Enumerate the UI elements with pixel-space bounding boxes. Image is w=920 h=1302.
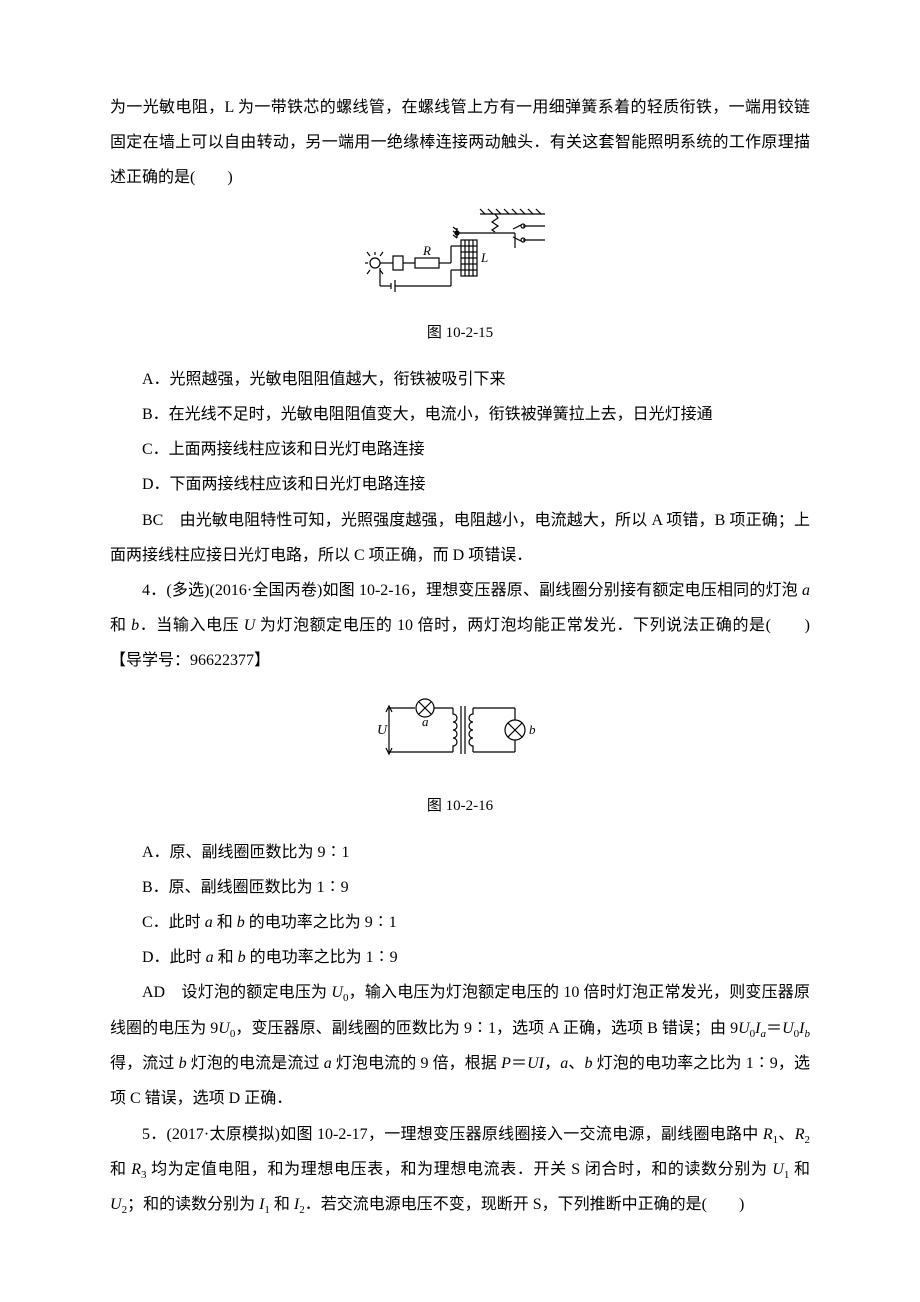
q4-D-b: b <box>238 949 246 966</box>
q4-U0-4: U <box>782 1020 794 1037</box>
q5-c: 和 <box>110 1161 131 1178</box>
fig2-caption: 图 10-2-16 <box>110 790 810 823</box>
q4-U0-3: U <box>738 1020 750 1037</box>
q4-ans-3: ，变压器原、副线圈的匝数比为 9∶1，选项 A 正确，选项 B 错误；由 9 <box>235 1020 738 1037</box>
q4-ans-7: 灯泡电流的 9 倍，根据 <box>332 1055 501 1072</box>
fig1-L-label: L <box>480 250 488 265</box>
fig2-U-label: U <box>377 723 388 738</box>
q4-b: b <box>131 617 139 634</box>
figure-10-2-16: U a b 图 10-2-16 <box>110 690 810 822</box>
q4-ans-6: 灯泡的电流是流过 <box>187 1055 324 1072</box>
q5-g: 和 <box>270 1196 294 1213</box>
q5-h: ．若交流电源电压不变，现断开 S，下列推断中正确的是( ) <box>305 1196 745 1213</box>
q3-choice-D: D．下面两接线柱应该和日光灯电路连接 <box>110 467 810 502</box>
q4-choice-C: C．此时 a 和 b 的电功率之比为 9∶1 <box>110 905 810 940</box>
q5-b: 、 <box>778 1126 795 1143</box>
q4-U0-2: U <box>218 1020 230 1037</box>
q5-stem: 5．(2017·太原模拟)如图 10-2-17，一理想变压器原线圈接入一交流电源… <box>110 1117 810 1223</box>
q4-choice-D: D．此时 a 和 b 的电功率之比为 1∶9 <box>110 940 810 975</box>
q5-U2: U <box>110 1196 122 1213</box>
q4-ans-b2: b <box>585 1055 593 1072</box>
q4-U0-1: U <box>331 984 343 1001</box>
fig1-caption: 图 10-2-15 <box>110 317 810 350</box>
q4-C-pre: C．此时 <box>142 914 205 931</box>
fig2-a-label: a <box>422 714 429 729</box>
q4-choice-B: B．原、副线圈匝数比为 1∶9 <box>110 870 810 905</box>
q4-ans-b1: b <box>179 1055 187 1072</box>
q5-U1: U <box>772 1161 784 1178</box>
q4-stem-text1: 4．(多选)(2016·全国丙卷)如图 10-2-16，理想变压器原、副线圈分别… <box>142 582 802 599</box>
q4-stem: 4．(多选)(2016·全国丙卷)如图 10-2-16，理想变压器原、副线圈分别… <box>110 573 810 679</box>
q5-e: 和 <box>789 1161 810 1178</box>
q4-stem-text3: ．当输入电压 <box>139 617 244 634</box>
q4-ans-12: 、 <box>568 1055 584 1072</box>
q4-answer: AD 设灯泡的额定电压为 U0，输入电压为灯泡额定电压的 10 倍时灯泡正常发光… <box>110 975 810 1116</box>
q4-ans-UI: UI <box>527 1055 544 1072</box>
q5-R2-sub: 2 <box>804 1134 810 1146</box>
q4-D-post: 的电功率之比为 1∶9 <box>246 949 398 966</box>
q4-ans-1: AD 设灯泡的额定电压为 <box>142 984 331 1001</box>
q4-D-a: a <box>206 949 214 966</box>
q4-ans-a1: a <box>324 1055 332 1072</box>
q4-choice-A: A．原、副线圈匝数比为 9∶1 <box>110 835 810 870</box>
q4-U: U <box>244 617 256 634</box>
q3-answer: BC 由光敏电阻特性可知，光照强度越强，电阻越小，电流越大，所以 A 项错，B … <box>110 503 810 573</box>
intro-paragraph: 为一光敏电阻，L 为一带铁芯的螺线管，在螺线管上方有一用细弹簧系着的轻质衔铁，一… <box>110 90 810 196</box>
q5-R3: R <box>131 1161 141 1178</box>
q4-C-b: b <box>237 914 245 931</box>
q5-d: 均为定值电阻，和为理想电压表，和为理想电流表．开关 S 闭合时，和的读数分别为 <box>147 1161 773 1178</box>
fig2-b-label: b <box>529 722 536 737</box>
q4-ans-9: ＝ <box>511 1055 527 1072</box>
q3-choice-C: C．上面两接线柱应该和日光灯电路连接 <box>110 432 810 467</box>
q4-ans-5: 得，流过 <box>110 1055 179 1072</box>
q4-stem-text2: 和 <box>110 617 131 634</box>
q4-Ib-sub: b <box>804 1028 810 1040</box>
fig1-R-label: R <box>422 243 431 258</box>
q5-f: ；和的读数分别为 <box>127 1196 259 1213</box>
q4-ans-P: P <box>501 1055 511 1072</box>
q3-choice-A: A．光照越强，光敏电阻阻值越大，衔铁被吸引下来 <box>110 362 810 397</box>
q4-a: a <box>802 582 810 599</box>
q4-C-post: 的电功率之比为 9∶1 <box>245 914 397 931</box>
q4-ans-11: ， <box>544 1055 560 1072</box>
q5-a: 5．(2017·太原模拟)如图 10-2-17，一理想变压器原线圈接入一交流电源… <box>142 1126 763 1143</box>
q4-D-pre: D．此时 <box>142 949 206 966</box>
q4-ans-4: ＝ <box>766 1020 782 1037</box>
q4-D-mid: 和 <box>214 949 238 966</box>
figure-10-2-15: R L 图 10-2-15 <box>110 208 810 350</box>
q4-C-mid: 和 <box>213 914 237 931</box>
q5-R1: R <box>763 1126 773 1143</box>
q3-choice-B: B．在光线不足时，光敏电阻阻值变大，电流小，衔铁被弹簧拉上去，日光灯接通 <box>110 397 810 432</box>
q4-C-a: a <box>205 914 213 931</box>
